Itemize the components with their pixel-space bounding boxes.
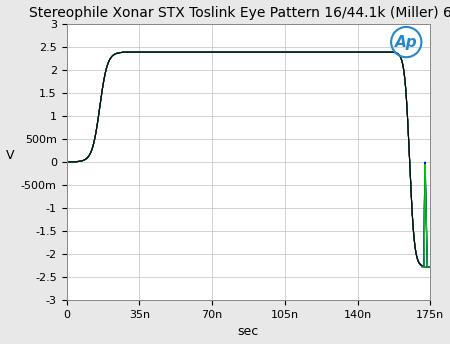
Text: Ap: Ap: [395, 34, 418, 50]
Y-axis label: V: V: [5, 149, 14, 162]
Title: Stereophile Xonar STX Toslink Eye Pattern 16/44.1k (Miller) 60s: Stereophile Xonar STX Toslink Eye Patter…: [29, 6, 450, 20]
X-axis label: sec: sec: [238, 325, 259, 338]
